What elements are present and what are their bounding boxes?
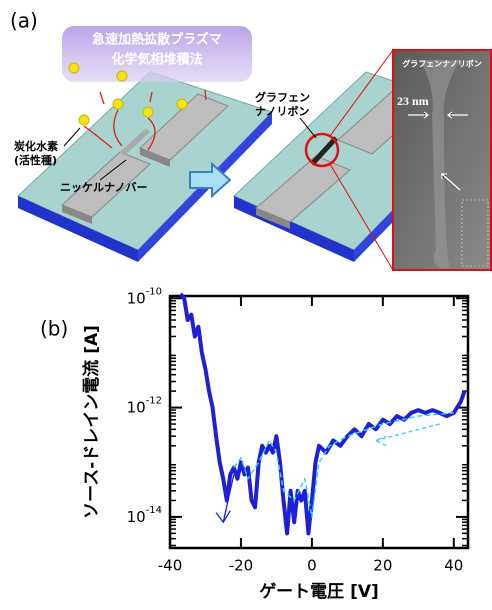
panel-label: (b)	[40, 317, 68, 341]
device-left	[18, 72, 272, 262]
y-tick-exp: -10	[146, 286, 162, 297]
gnr-label: グラフェン	[255, 90, 310, 104]
sweep-arrow	[376, 424, 440, 446]
y-tick-label: 10-10	[127, 286, 162, 307]
x-axis-label: ゲート電圧 [V]	[259, 581, 379, 602]
figure: (a) 急速加熱拡散プラズマ 化学気相堆積法 炭化水素 (活性種) ニッケルナノ…	[0, 0, 492, 606]
sem-title: グラフェンナノリボン	[402, 59, 482, 69]
x-tick-label: 40	[444, 557, 463, 575]
x-tick-label: 0	[307, 557, 317, 575]
data-line	[234, 413, 454, 517]
x-tick-label: -40	[158, 557, 183, 575]
hydrocarbon-label: 炭化水素	[14, 139, 58, 153]
y-tick-base: 10	[127, 398, 146, 416]
gnr-label: ナノリボン	[255, 104, 309, 118]
y-axis-label: ソース-ドレイン電流 [A]	[81, 325, 102, 519]
y-tick-base: 10	[127, 289, 146, 307]
y-tick-base: 10	[127, 507, 146, 525]
hydrocarbon-label: (活性種)	[14, 153, 57, 167]
y-tick-label: 10-14	[127, 505, 162, 526]
data-line	[181, 294, 465, 534]
process-text: 急速加熱拡散プラズマ	[92, 32, 222, 48]
panel-label: (a)	[10, 9, 38, 33]
nanobar-label: ニッケルナノバー	[60, 181, 147, 194]
x-tick-label: -20	[229, 557, 254, 575]
width-label: 23 nm	[397, 94, 429, 108]
x-tick-label: 20	[373, 557, 392, 575]
y-tick-exp: -12	[146, 396, 162, 407]
y-tick-exp: -14	[146, 505, 162, 516]
process-text: 化学気相堆積法	[111, 52, 202, 68]
y-tick-label: 10-12	[127, 396, 162, 417]
